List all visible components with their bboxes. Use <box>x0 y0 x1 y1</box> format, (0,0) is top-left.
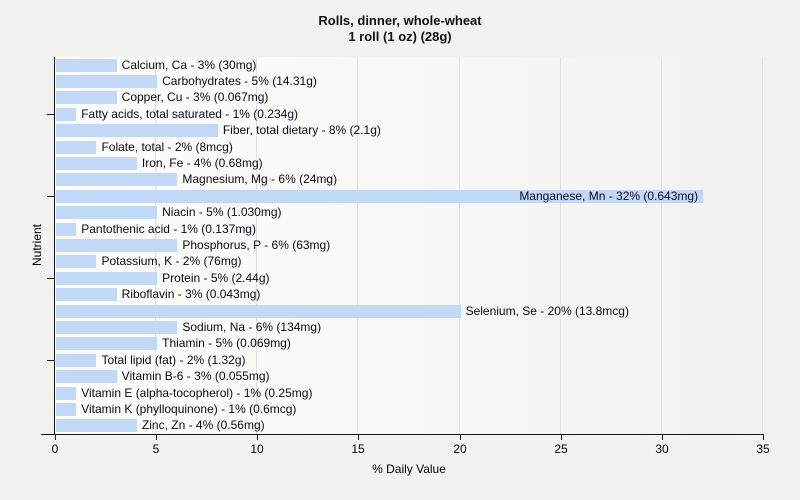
bar-label: Calcium, Ca - 3% (30mg) <box>121 57 257 72</box>
bar-label: Magnesium, Mg - 6% (24mg) <box>182 172 338 187</box>
x-axis-tick <box>55 435 56 440</box>
bar-label: Folate, total - 2% (8mcg) <box>101 139 233 154</box>
bar-label: Copper, Cu - 3% (0.067mg) <box>121 90 269 105</box>
gridline <box>459 57 460 434</box>
nutrient-bar <box>56 222 77 236</box>
x-axis-tick <box>561 435 562 440</box>
x-tick-label: 25 <box>554 442 568 456</box>
bar-label: Vitamin B-6 - 3% (0.055mg) <box>121 369 270 384</box>
bar-label: Vitamin E (alpha-tocopherol) - 1% (0.25m… <box>81 385 313 400</box>
bar-label: Total lipid (fat) - 2% (1.32g) <box>101 352 246 367</box>
bar-label: Carbohydrates - 5% (14.31g) <box>162 74 317 89</box>
bar-label: Iron, Fe - 4% (0.68mg) <box>141 156 263 171</box>
bar-label: Vitamin K (phylloquinone) - 1% (0.6mcg) <box>81 401 297 416</box>
bar-label: Thiamin - 5% (0.069mg) <box>162 336 291 351</box>
nutrient-bar <box>56 320 178 334</box>
x-axis-tick <box>662 435 663 440</box>
bar-label: Selenium, Se - 20% (13.8mcg) <box>465 303 629 318</box>
x-tick-label: 30 <box>655 442 669 456</box>
bar-label: Pantothenic acid - 1% (0.137mg) <box>81 221 256 236</box>
y-axis-tick <box>47 278 54 279</box>
nutrient-bar <box>56 402 77 416</box>
bar-label: Riboflavin - 3% (0.043mg) <box>121 287 261 302</box>
nutrient-bar <box>56 353 97 367</box>
chart-title: Rolls, dinner, whole-wheat 1 roll (1 oz)… <box>0 13 800 45</box>
x-tick-label: 0 <box>51 442 59 456</box>
y-axis-title: Nutrient <box>30 223 44 267</box>
x-tick-label: 20 <box>453 442 467 456</box>
plot-area: Calcium, Ca - 3% (30mg) Carbohydrates - 5… <box>55 57 763 434</box>
nutrient-bar <box>56 140 97 154</box>
x-tick-label: 5 <box>152 442 160 456</box>
gridline <box>762 57 763 434</box>
x-axis-line <box>41 434 764 435</box>
nutrient-bar <box>56 107 77 121</box>
x-tick-label: 15 <box>351 442 365 456</box>
y-axis-tick <box>47 360 54 361</box>
chart-title-line1: Rolls, dinner, whole-wheat <box>318 13 482 28</box>
x-tick-label: 10 <box>250 442 264 456</box>
nutrient-bar <box>56 337 158 351</box>
nutrient-bar <box>56 419 137 433</box>
nutrient-bar <box>56 124 218 138</box>
nutrient-bar <box>56 271 158 285</box>
gridline <box>560 57 561 434</box>
x-axis-tick <box>156 435 157 440</box>
nutrient-bar <box>56 157 137 171</box>
bar-label: Fatty acids, total saturated - 1% (0.234… <box>81 106 298 121</box>
bar-label: Sodium, Na - 6% (134mg) <box>182 319 322 334</box>
x-axis-title: % Daily Value <box>372 462 446 476</box>
y-axis-tick <box>47 196 54 197</box>
bar-label: Niacin - 5% (1.030mg) <box>162 205 282 220</box>
x-axis-tick <box>358 435 359 440</box>
x-axis-tick <box>763 435 764 440</box>
y-axis-tick <box>47 114 54 115</box>
bar-label: Phosphorus, P - 6% (63mg) <box>182 238 331 252</box>
nutrient-bar <box>56 386 77 400</box>
gridline <box>357 57 358 434</box>
nutrient-bar <box>56 288 117 302</box>
bar-label: Protein - 5% (2.44g) <box>162 270 270 285</box>
bar-label: Zinc, Zn - 4% (0.56mg) <box>141 418 265 433</box>
nutrient-bar <box>56 370 117 384</box>
gridline <box>256 57 257 434</box>
nutrient-bar <box>56 304 461 318</box>
x-axis-tick <box>460 435 461 440</box>
bar-label: Manganese, Mn - 32% (0.643mg) <box>519 188 699 203</box>
y-axis-line <box>54 57 55 434</box>
nutrient-bar <box>56 91 117 105</box>
chart-title-line2: 1 roll (1 oz) (28g) <box>348 29 452 44</box>
nutrient-bar <box>56 75 158 89</box>
x-tick-label: 35 <box>756 442 770 456</box>
nutrient-bar <box>56 239 178 252</box>
nutrient-bar <box>56 206 158 220</box>
nutrient-bar <box>56 189 704 203</box>
x-axis-tick <box>257 435 258 440</box>
nutrient-bar <box>56 173 178 187</box>
gridline <box>661 57 662 434</box>
nutrient-bar <box>56 58 117 72</box>
nutrient-bar <box>56 255 97 269</box>
bar-label: Fiber, total dietary - 8% (2.1g) <box>222 123 381 138</box>
bar-label: Potassium, K - 2% (76mg) <box>101 254 242 269</box>
